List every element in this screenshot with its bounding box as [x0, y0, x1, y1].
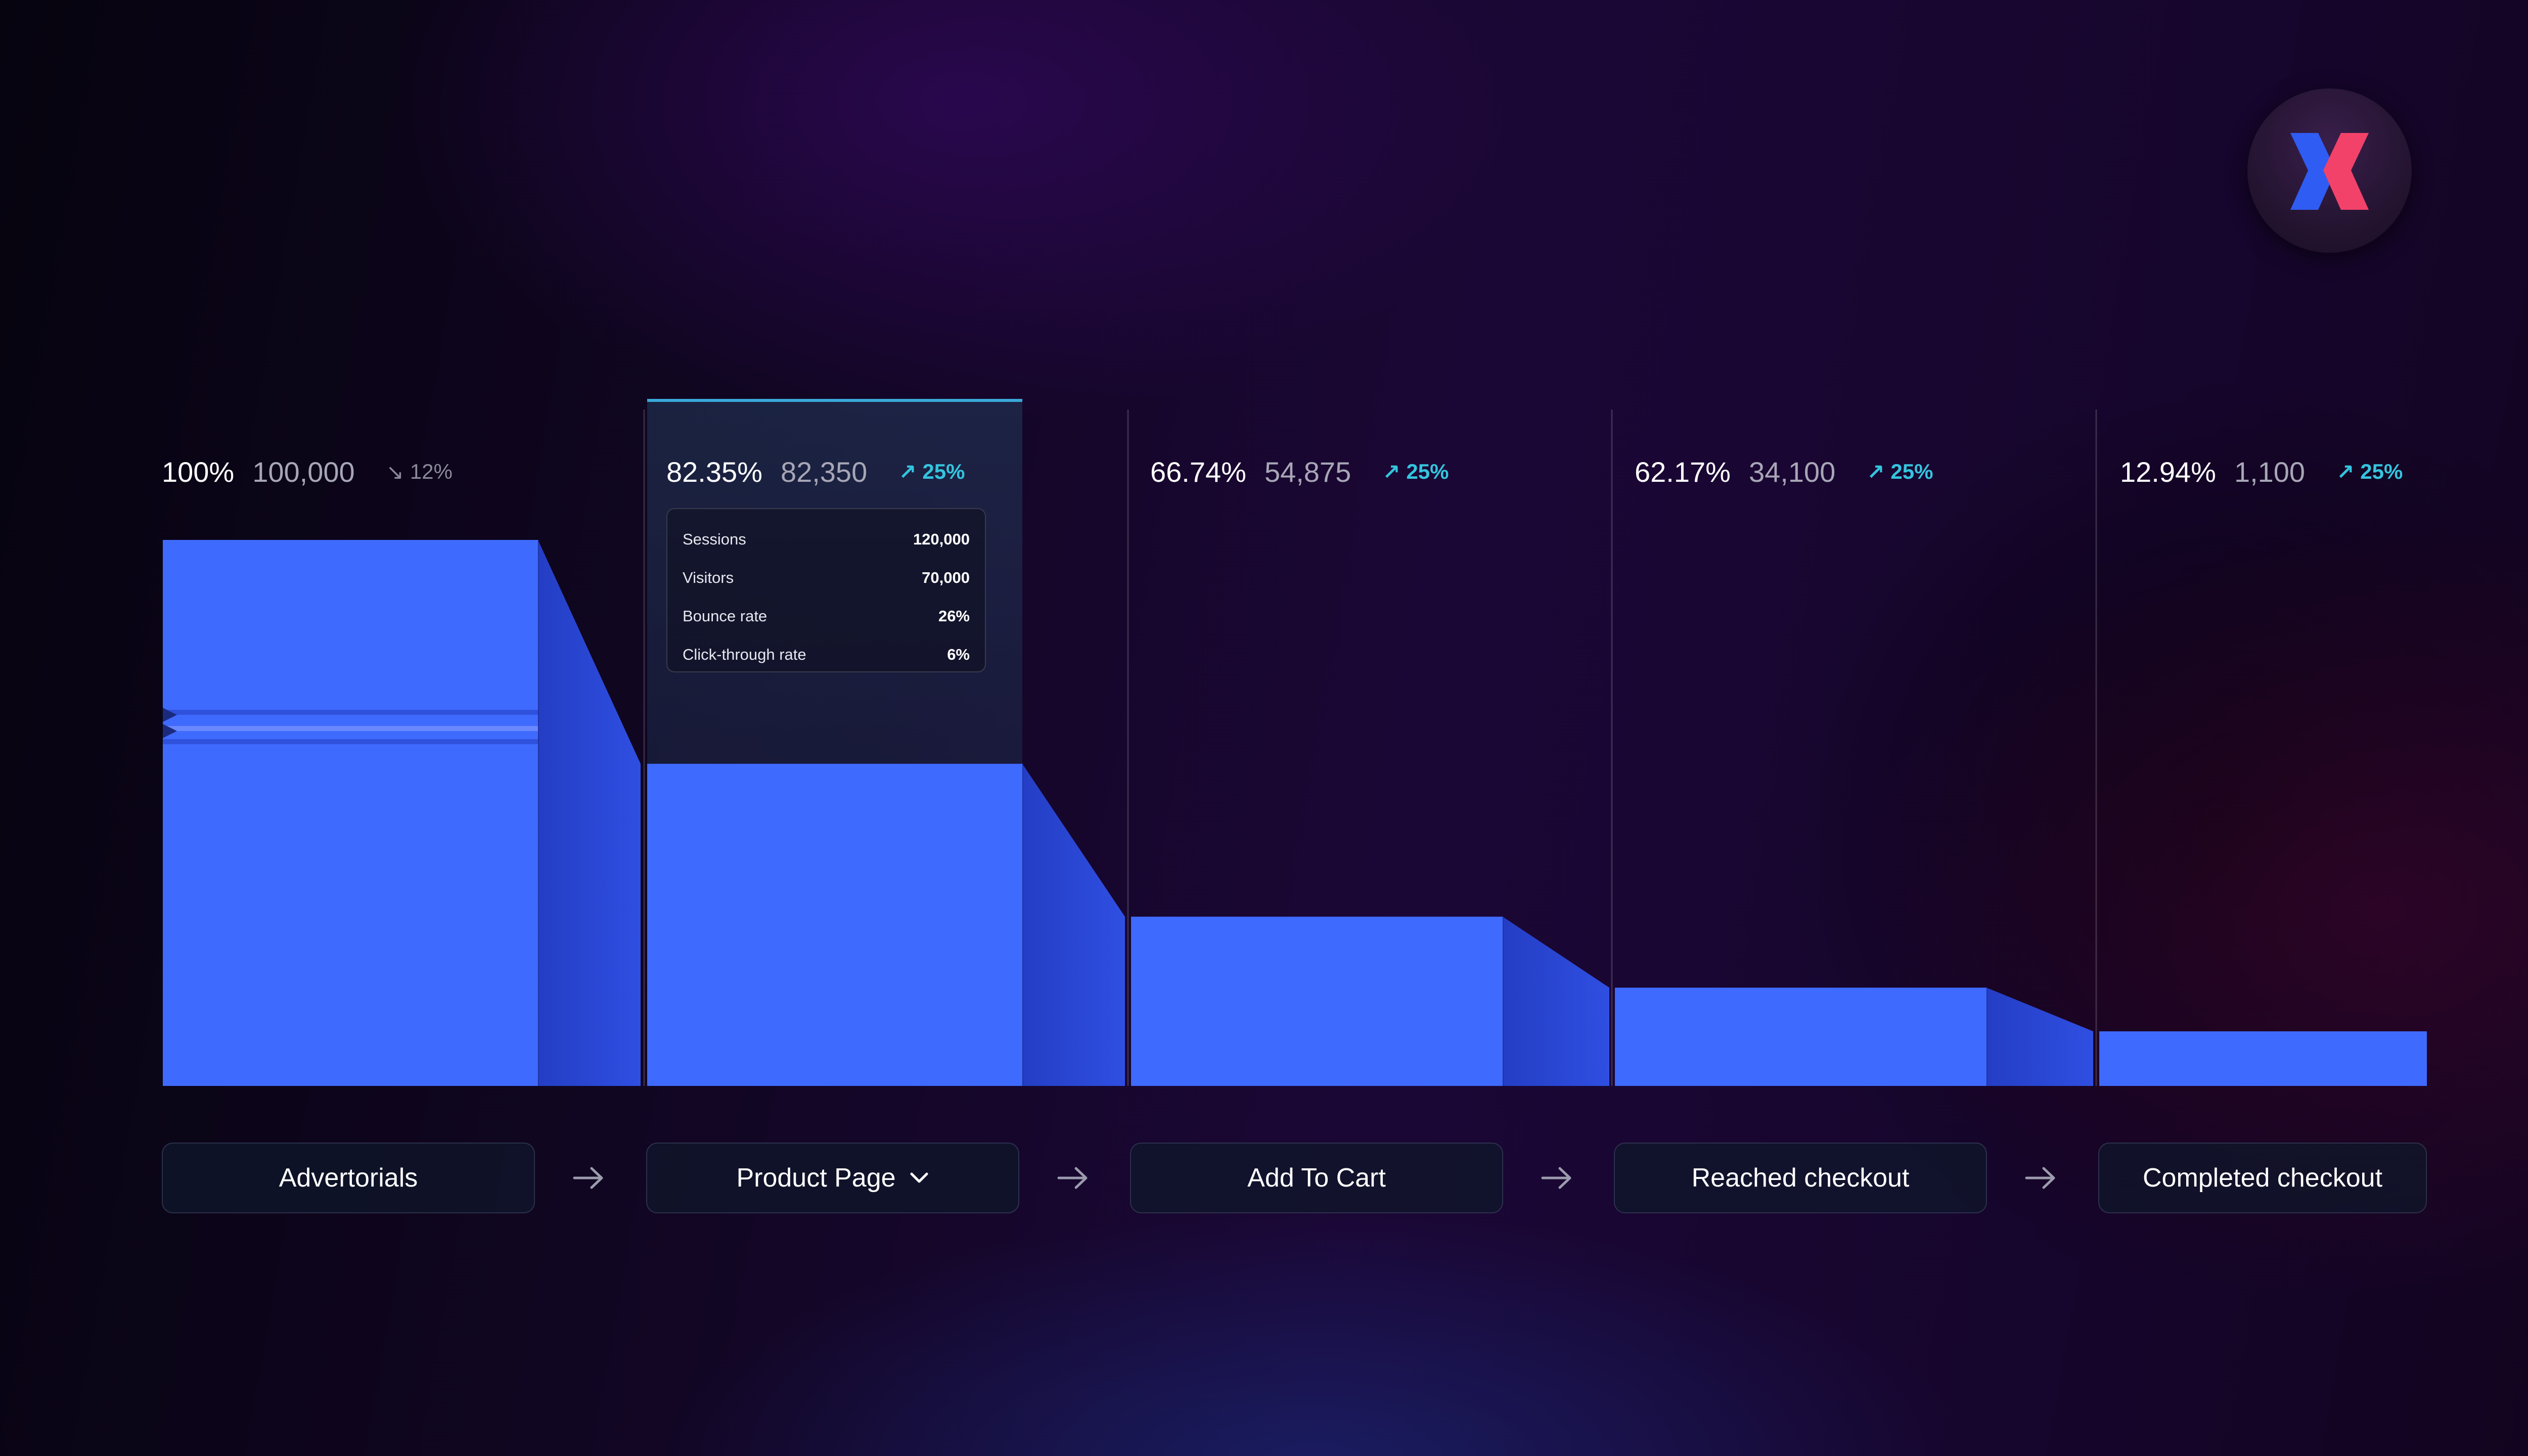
arrow-right-icon — [569, 1158, 609, 1198]
stage-header-completed-checkout: 12.94% 1,100 ↗ 25% — [2120, 454, 2403, 489]
arrow-up-right-icon: ↗ — [1867, 460, 1885, 484]
step-button-completed-checkout[interactable]: Completed checkout — [2098, 1143, 2427, 1213]
step-label: Add To Cart — [1247, 1163, 1386, 1193]
trend-value: 25% — [1406, 460, 1449, 483]
stage-percent: 66.74% — [1150, 456, 1246, 488]
bar-stripe — [163, 710, 538, 715]
tooltip-value: 6% — [947, 646, 970, 663]
trend-indicator: ↗ 25% — [1867, 460, 1933, 484]
trend-value: 12% — [410, 460, 453, 483]
step-label: Advertorials — [279, 1163, 418, 1193]
tooltip-value: 70,000 — [922, 569, 970, 586]
tooltip-row-click-through-rate: Click-through rate 6% — [683, 635, 970, 674]
stage-percent: 100% — [162, 456, 235, 488]
funnel-bar-reached-checkout[interactable] — [1615, 987, 1987, 1086]
arrow-right-icon — [1537, 1158, 1577, 1198]
arrow-down-right-icon: ↘ — [386, 460, 404, 484]
logo-right-chevron — [2323, 133, 2369, 210]
bar-stripe — [163, 726, 538, 731]
stage-header-reached-checkout: 62.17% 34,100 ↗ 25% — [1635, 454, 1933, 489]
arrow-up-right-icon: ↗ — [1382, 460, 1401, 484]
trend-indicator: ↗ 25% — [898, 460, 965, 484]
trend-indicator: ↘ 12% — [386, 460, 453, 484]
stage-header-advertorials: 100% 100,000 ↘ 12% — [162, 454, 453, 489]
stage-count: 1,100 — [2234, 456, 2306, 488]
stage-percent: 82.35% — [666, 456, 762, 488]
step-button-product-page[interactable]: Product Page — [646, 1143, 1019, 1213]
bar-stripe-notch — [163, 724, 177, 738]
stage-count: 100,000 — [252, 456, 355, 488]
tooltip-value: 26% — [938, 607, 970, 625]
step-button-reached-checkout[interactable]: Reached checkout — [1614, 1143, 1987, 1213]
funnel-connector-add-to-cart — [1503, 917, 1609, 1086]
step-label: Reached checkout — [1691, 1163, 1910, 1193]
arrow-up-right-icon: ↗ — [2336, 460, 2355, 484]
bar-stripe — [163, 739, 538, 744]
trend-value: 25% — [922, 460, 965, 483]
logo-left-chevron — [2290, 133, 2336, 210]
step-label: Completed checkout — [2142, 1163, 2383, 1193]
funnel-connector-product-page — [1022, 763, 1125, 1086]
x-logo-icon — [2247, 88, 2412, 253]
arrow-right-icon — [2021, 1158, 2061, 1198]
step-button-add-to-cart[interactable]: Add To Cart — [1130, 1143, 1503, 1213]
tooltip-label: Click-through rate — [683, 646, 806, 663]
stage-header-add-to-cart: 66.74% 54,875 ↗ 25% — [1150, 454, 1449, 489]
funnel-bar-product-page[interactable] — [647, 763, 1022, 1086]
funnel-connector-advertorials — [538, 540, 641, 1086]
stage-header-product-page: 82.35% 82,350 ↗ 25% — [666, 454, 965, 489]
stage-count: 34,100 — [1748, 456, 1836, 488]
tooltip-value: 120,000 — [913, 530, 970, 548]
arrow-right-icon — [1053, 1158, 1094, 1198]
tooltip-row-visitors: Visitors 70,000 — [683, 559, 970, 597]
stage-percent: 12.94% — [2120, 456, 2216, 488]
step-button-advertorials[interactable]: Advertorials — [162, 1143, 535, 1213]
trend-value: 25% — [2360, 460, 2403, 483]
trend-value: 25% — [1890, 460, 1933, 483]
funnel-bar-completed-checkout[interactable] — [2099, 1031, 2427, 1086]
bar-stripe-notch — [163, 708, 177, 722]
tooltip-label: Visitors — [683, 569, 734, 586]
tooltip-label: Sessions — [683, 530, 746, 548]
trend-indicator: ↗ 25% — [2336, 460, 2403, 484]
chevron-down-icon[interactable] — [909, 1171, 929, 1185]
step-label: Product Page — [736, 1163, 896, 1193]
tooltip-row-sessions: Sessions 120,000 — [683, 520, 970, 559]
stage-details-tooltip: Sessions 120,000 Visitors 70,000 Bounce … — [666, 508, 986, 672]
tooltip-row-bounce-rate: Bounce rate 26% — [683, 597, 970, 635]
arrow-up-right-icon: ↗ — [898, 460, 917, 484]
funnel-bar-add-to-cart[interactable] — [1131, 917, 1503, 1086]
funnel-connector-reached-checkout — [1987, 987, 2093, 1086]
stage-percent: 62.17% — [1635, 456, 1731, 488]
funnel-bar-advertorials[interactable] — [163, 540, 538, 1086]
tooltip-label: Bounce rate — [683, 607, 768, 625]
trend-indicator: ↗ 25% — [1382, 460, 1449, 484]
stage-count: 54,875 — [1264, 456, 1351, 488]
stage-count: 82,350 — [780, 456, 868, 488]
